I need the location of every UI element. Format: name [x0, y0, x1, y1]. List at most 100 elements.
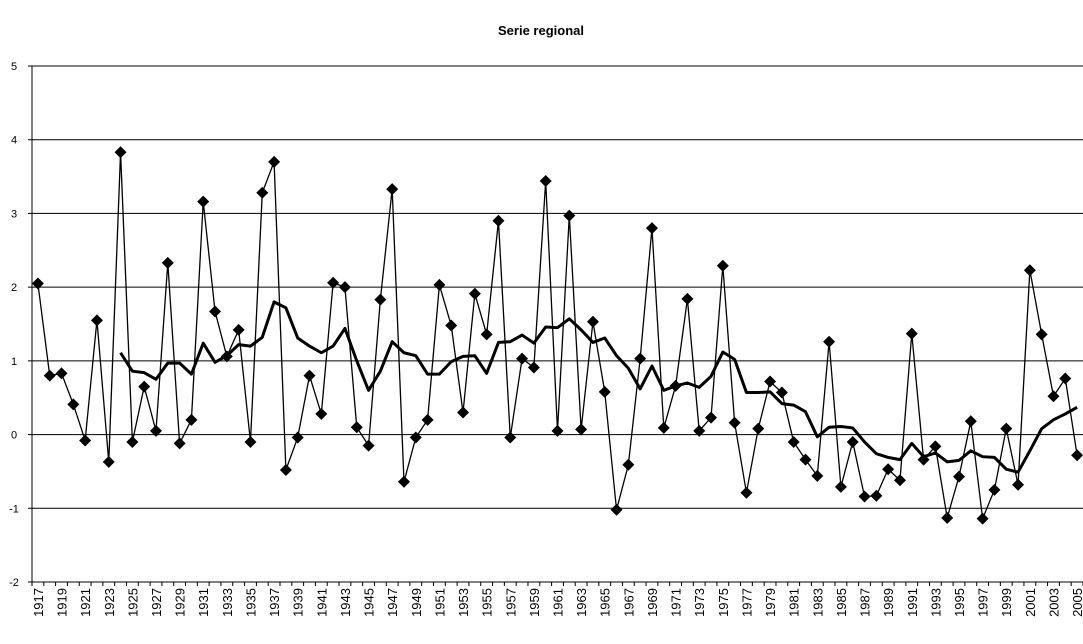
data-point [539, 174, 552, 187]
series-line [37, 151, 1078, 520]
data-point [338, 281, 351, 294]
data-point [551, 424, 564, 437]
x-tick-label: 1945 [362, 588, 377, 617]
data-point [634, 352, 647, 365]
x-tick-label: 1985 [834, 588, 849, 617]
data-point [409, 431, 422, 444]
data-point [575, 423, 588, 436]
data-point [870, 489, 883, 502]
data-point [893, 474, 906, 487]
data-point [846, 435, 859, 448]
x-tick-label: 1941 [314, 588, 329, 617]
data-point [882, 463, 895, 476]
data-point [1047, 390, 1060, 403]
data-point [1023, 264, 1036, 277]
data-point [268, 155, 281, 168]
data-point [834, 480, 847, 493]
x-tick-label: 1977 [739, 588, 754, 617]
x-tick-label: 1983 [810, 588, 825, 617]
data-point [173, 437, 186, 450]
data-point [433, 278, 446, 291]
data-point [563, 209, 576, 222]
data-point [1035, 328, 1048, 341]
x-tick-label: 1947 [385, 588, 400, 617]
x-tick-label: 1961 [551, 588, 566, 617]
data-point [645, 222, 658, 235]
data-point [764, 375, 777, 388]
x-tick-label: 1937 [267, 588, 282, 617]
data-point [468, 287, 481, 300]
x-tick-label: 1959 [527, 588, 542, 617]
x-tick-label: 1979 [763, 588, 778, 617]
y-tick-label: 2 [11, 282, 17, 294]
data-point [976, 512, 989, 525]
y-tick-label: -2 [9, 577, 19, 589]
x-tick-label: 1993 [928, 588, 943, 617]
x-tick-label: 1997 [976, 588, 991, 617]
data-point [55, 367, 68, 380]
data-point [693, 424, 706, 437]
data-point [799, 453, 812, 466]
x-tick-label: 1989 [881, 588, 896, 617]
x-tick-label: 1955 [480, 588, 495, 617]
x-tick-label: 1995 [952, 588, 967, 617]
x-tick-label: 2001 [1023, 588, 1038, 617]
x-tick-label: 1951 [432, 588, 447, 617]
data-point [929, 440, 942, 453]
data-point [138, 380, 151, 393]
data-point [197, 195, 210, 208]
x-tick-label: 1973 [692, 588, 707, 617]
data-point [504, 431, 517, 444]
x-tick-label: 1923 [102, 588, 117, 617]
data-point [941, 511, 954, 524]
x-tick-label: 1981 [787, 588, 802, 617]
y-tick-label: 1 [11, 356, 17, 368]
x-tick-label: 1971 [669, 588, 684, 617]
data-point [291, 431, 304, 444]
data-point [327, 276, 340, 289]
data-point [90, 314, 103, 327]
data-point [161, 256, 174, 269]
x-tick-label: 1969 [645, 588, 660, 617]
x-tick-label: 1933 [220, 588, 235, 617]
x-tick-label: 1921 [78, 588, 93, 617]
data-point [244, 435, 257, 448]
data-point [716, 259, 729, 272]
data-point [988, 483, 1001, 496]
data-point [185, 413, 198, 426]
data-point [362, 439, 375, 452]
x-tick-label: 1943 [338, 588, 353, 617]
series-line [119, 300, 1078, 474]
data-point [622, 458, 635, 471]
data-point [232, 323, 245, 336]
x-tick-label: 1931 [196, 588, 211, 617]
data-point [1059, 372, 1072, 385]
data-point [67, 398, 80, 411]
x-tick-label: 1991 [905, 588, 920, 617]
x-tick-label: 1999 [999, 588, 1014, 617]
data-point [114, 146, 127, 159]
data-point [457, 406, 470, 419]
data-point [775, 386, 788, 399]
x-tick-label: 1963 [574, 588, 589, 617]
x-tick-label: 1935 [243, 588, 258, 617]
x-tick-label: 1927 [149, 588, 164, 617]
x-tick-label: 1957 [503, 588, 518, 617]
y-tick-label: 4 [11, 135, 17, 147]
data-point [421, 413, 434, 426]
data-point [787, 435, 800, 448]
data-point [858, 490, 871, 503]
data-point [397, 475, 410, 488]
x-tick-label: 1987 [858, 588, 873, 617]
data-point [953, 470, 966, 483]
data-point [43, 369, 56, 382]
data-point [350, 421, 363, 434]
data-point [705, 411, 718, 424]
data-point [811, 469, 824, 482]
y-tick-label: 0 [11, 430, 17, 442]
data-point [964, 415, 977, 428]
data-point [1000, 422, 1013, 435]
data-point [256, 186, 269, 199]
data-point [586, 315, 599, 328]
x-tick-label: 1953 [456, 588, 471, 617]
